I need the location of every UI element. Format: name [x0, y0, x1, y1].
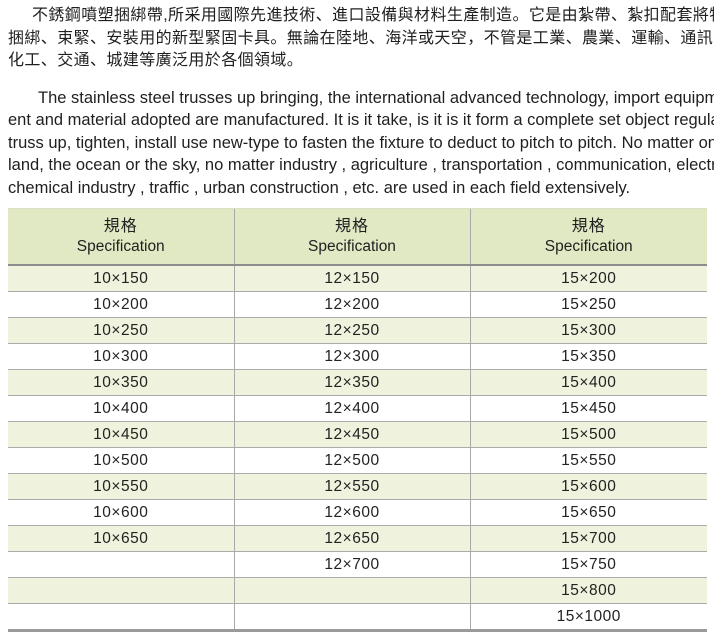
- spec-cell: [233, 603, 470, 633]
- spec-header-en: Specification: [544, 238, 633, 256]
- spec-cell: 15×350: [469, 343, 707, 371]
- spec-table: 規格 Specification 規格 Specification 規格 Spe…: [8, 208, 707, 633]
- spec-header-cell: 規格 Specification: [469, 208, 707, 267]
- table-row: 10×350 12×350 15×400: [8, 369, 707, 397]
- spec-cell: 15×450: [469, 395, 707, 423]
- table-row: 10×600 12×600 15×650: [8, 499, 707, 527]
- table-row: 10×300 12×300 15×350: [8, 343, 707, 371]
- table-row: 10×650 12×650 15×700: [8, 525, 707, 553]
- table-row: 10×200 12×200 15×250: [8, 291, 707, 319]
- spec-cell: 10×150: [8, 265, 234, 293]
- spec-header-zh: 規格: [334, 218, 369, 236]
- text-line: ent and material adopted are manufacture…: [8, 111, 714, 130]
- spec-header-en: Specification: [308, 238, 396, 256]
- spec-cell: 15×650: [469, 499, 707, 527]
- spec-cell: [8, 577, 234, 605]
- chinese-intro-paragraph: 不銹鋼噴塑捆綁帶,所采用國際先進技術、進口設備與材料生產制造。它是由紮帶、紮扣配…: [8, 5, 714, 73]
- spec-cell: [233, 577, 470, 605]
- table-row: 10×150 12×150 15×200: [8, 265, 707, 293]
- spec-cell: 12×250: [233, 317, 470, 345]
- spec-cell: 10×250: [8, 317, 234, 345]
- spec-cell: 12×350: [233, 369, 470, 397]
- spec-cell: 12×200: [233, 291, 470, 319]
- spec-cell: [8, 551, 234, 579]
- table-row: 10×250 12×250 15×300: [8, 317, 707, 345]
- spec-cell: 10×300: [8, 343, 234, 371]
- spec-cell: 10×450: [8, 421, 234, 449]
- spec-cell: 15×200: [469, 265, 707, 293]
- spec-cell: 10×550: [8, 473, 234, 501]
- table-row: 12×700 15×750: [8, 551, 707, 579]
- spec-cell: 12×150: [233, 265, 470, 293]
- text-line: 捆綁、束緊、安裝用的新型緊固卡具。無論在陸地、海洋或天空，不管是工業、農業、運輸…: [8, 29, 714, 47]
- spec-cell: 10×500: [8, 447, 234, 475]
- spec-header-cell: 規格 Specification: [233, 208, 470, 267]
- text-line: chemical industry , traffic , urban cons…: [8, 178, 631, 197]
- spec-cell: 12×450: [233, 421, 470, 449]
- spec-header-cell: 規格 Specification: [8, 208, 234, 267]
- spec-header-zh: 規格: [103, 218, 138, 236]
- spec-header-en: Specification: [76, 238, 165, 256]
- spec-cell: 12×600: [233, 499, 470, 527]
- spec-cell: 10×400: [8, 395, 234, 423]
- spec-cell: 15×750: [469, 551, 707, 579]
- spec-cell: 15×400: [469, 369, 707, 397]
- text-line: truss up, tighten, install use new-type …: [8, 133, 714, 152]
- spec-table-body: 10×150 12×150 15×200 10×200 12×200 15×250 10×2…: [8, 265, 707, 633]
- spec-cell: 15×300: [469, 317, 707, 345]
- spec-cell: 15×700: [469, 525, 707, 553]
- table-row: 10×400 12×400 15×450: [8, 395, 707, 423]
- spec-cell: 12×550: [233, 473, 470, 501]
- spec-cell: 12×300: [233, 343, 470, 371]
- spec-cell: 10×200: [8, 291, 234, 319]
- table-row: 15×800: [8, 577, 707, 605]
- text-line: 化工、交通、城建等廣泛用於各個領域。: [8, 52, 304, 69]
- table-header-row: 規格 Specification 規格 Specification 規格 Spe…: [8, 208, 707, 267]
- table-row: 15×1000: [8, 603, 707, 633]
- spec-cell: 12×500: [233, 447, 470, 475]
- spec-cell: 15×550: [469, 447, 707, 475]
- spec-cell: 15×600: [469, 473, 707, 501]
- spec-cell: 12×700: [233, 551, 470, 579]
- spec-cell: 15×1000: [469, 603, 707, 633]
- spec-cell: 12×400: [233, 395, 470, 423]
- spec-cell: 10×350: [8, 369, 234, 397]
- spec-cell: 12×650: [233, 525, 470, 553]
- spec-cell: 10×650: [8, 525, 234, 553]
- spec-cell: 15×250: [469, 291, 707, 319]
- spec-header-zh: 規格: [571, 218, 606, 236]
- spec-cell: 10×600: [8, 499, 234, 527]
- text-line: The stainless steel trusses up bringing,…: [38, 88, 714, 107]
- text-line: 不銹鋼噴塑捆綁帶,所采用國際先進技術、進口設備與材料生產制造。它是由紮帶、紮扣配…: [32, 7, 714, 24]
- spec-cell: 15×500: [469, 421, 707, 449]
- spec-cell: [8, 603, 234, 633]
- text-line: land, the ocean or the sky, no matter in…: [8, 156, 714, 175]
- spec-cell: 15×800: [469, 577, 707, 605]
- english-intro-paragraph: The stainless steel trusses up bringing,…: [8, 87, 714, 200]
- table-row: 10×500 12×500 15×550: [8, 447, 707, 475]
- table-row: 10×450 12×450 15×500: [8, 421, 707, 449]
- table-row: 10×550 12×550 15×600: [8, 473, 707, 501]
